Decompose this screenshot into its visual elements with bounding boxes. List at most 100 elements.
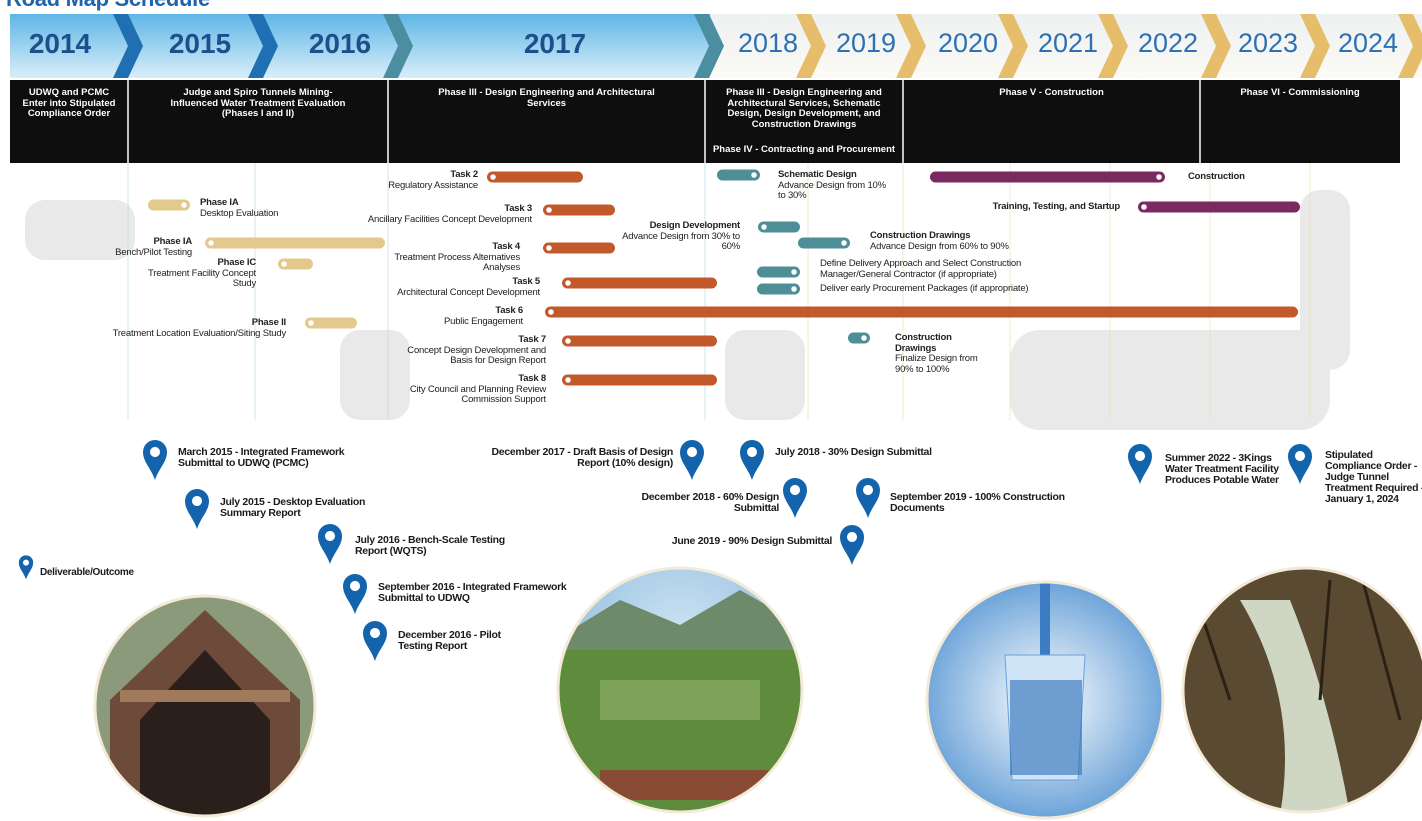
roadmap: Road Map Schedule 2014201520162017201820… [0, 0, 1422, 821]
task-bar [930, 172, 1165, 183]
deliverable-label: September 2019 - 100% Construction Docum… [890, 492, 1110, 514]
task-description: Treatment Location Evaluation/Siting Stu… [113, 328, 286, 339]
task-label: Schematic DesignAdvance Design from 10% … [778, 170, 888, 202]
task-knob [565, 280, 572, 287]
task-knob [565, 338, 572, 345]
task-description: Concept Design Development and Basis for… [407, 345, 546, 367]
phase-header: Phase III - Design Engineering and Archi… [428, 88, 665, 109]
deliverable-label: July 2016 - Bench-Scale Testing Report (… [355, 535, 535, 557]
task-description: Treatment Facility Concept Study [148, 268, 256, 290]
deliverable-label: March 2015 - Integrated Framework Submit… [178, 447, 388, 469]
task-bar [562, 336, 717, 347]
task-knob [181, 202, 188, 209]
deliverable-pin [185, 489, 209, 529]
task-description: Define Delivery Approach and Select Cons… [820, 258, 1021, 280]
task-description: Advance Design from 10% to 30% [778, 180, 886, 202]
deliverable-pin [343, 574, 367, 614]
year-label: 2015 [150, 28, 250, 60]
phase-header: Judge and Spiro Tunnels Mining-Influence… [168, 88, 348, 120]
year-label: 2017 [505, 28, 605, 60]
deliverable-label: September 2016 - Integrated Framework Su… [378, 582, 568, 604]
task-bar [543, 205, 615, 216]
year-label: 2019 [816, 28, 916, 59]
deliverable-pin [318, 524, 342, 564]
deliverable-label: December 2018 - 60% Design Submittal [609, 492, 779, 514]
task-knob [546, 245, 553, 252]
deliverable-pin [1128, 444, 1152, 484]
task-knob [565, 377, 572, 384]
deliverable-pin [143, 440, 167, 480]
deliverable-pin [1288, 444, 1312, 484]
task-description: Advance Design from 60% to 90% [870, 241, 1009, 252]
task-bar [562, 375, 717, 386]
task-description: Deliver early Procurement Packages (if a… [820, 283, 1028, 294]
task-name: Construction Drawings [895, 333, 995, 354]
year-label: 2021 [1018, 28, 1118, 59]
task-knob [1156, 174, 1163, 181]
task-knob [490, 174, 497, 181]
legend-label: Deliverable/Outcome [40, 567, 134, 578]
task-label: Construction [1188, 172, 1308, 183]
deliverable-pin [680, 440, 704, 480]
task-knob [281, 261, 288, 268]
year-label: 2014 [10, 28, 110, 60]
task-knob [761, 224, 768, 231]
task-bar [487, 172, 583, 183]
deliverable-label: June 2019 - 90% Design Submittal [632, 536, 832, 547]
deliverable-label: Summer 2022 - 3Kings Water Treatment Fac… [1165, 453, 1285, 486]
deliverable-label: December 2017 - Draft Basis of Design Re… [483, 447, 673, 469]
deliverable-pin [19, 555, 33, 579]
task-description: Regulatory Assistance [388, 180, 478, 191]
phase-subheader: Phase IV - Contracting and Procurement [707, 145, 901, 156]
task-knob [791, 269, 798, 276]
task-knob [308, 320, 315, 327]
deliverable-pin [856, 478, 880, 518]
task-bar [562, 278, 717, 289]
task-knob [861, 335, 868, 342]
task-name: Training, Testing, and Startup [950, 202, 1120, 213]
task-bar [205, 238, 385, 249]
task-label: Training, Testing, and Startup [950, 202, 1120, 213]
task-knob [841, 240, 848, 247]
task-knob [548, 309, 555, 316]
task-description: Ancillary Facilities Concept Development [368, 214, 532, 225]
task-label: Deliver early Procurement Packages (if a… [820, 284, 1080, 295]
task-label: Define Delivery Approach and Select Cons… [820, 259, 1080, 280]
year-label: 2022 [1118, 28, 1218, 59]
task-label: Construction DrawingsAdvance Design from… [870, 231, 1040, 252]
deliverable-pin [363, 621, 387, 661]
task-description: Treatment Process Alternatives Analyses [394, 252, 520, 274]
task-description: Advance Design from 30% to 60% [622, 231, 740, 253]
task-name: Construction [1188, 172, 1308, 183]
task-description: Bench/Pilot Testing [115, 247, 192, 258]
year-label: 2016 [290, 28, 390, 60]
task-knob [546, 207, 553, 214]
task-bar [543, 243, 615, 254]
deliverable-pin [840, 525, 864, 565]
task-knob [751, 172, 758, 179]
background-graphics [0, 0, 1422, 821]
task-knob [208, 240, 215, 247]
task-description: Finalize Design from 90% to 100% [895, 353, 978, 375]
task-label: Task 7Concept Design Development and Bas… [386, 335, 546, 367]
task-label: Task 6Public Engagement [373, 306, 523, 327]
task-description: Public Engagement [444, 316, 523, 327]
year-label: 2018 [718, 28, 818, 59]
task-knob [1141, 204, 1148, 211]
title: Road Map Schedule [6, 0, 210, 11]
deliverable-label: Stipulated Compliance Order - Judge Tunn… [1325, 450, 1422, 505]
deliverable-pin [783, 478, 807, 518]
task-label: Phase IITreatment Location Evaluation/Si… [66, 318, 286, 339]
task-label: Task 3Ancillary Facilities Concept Devel… [312, 204, 532, 225]
phase-header: Phase III - Design Engineering and Archi… [715, 88, 893, 130]
year-label: 2020 [918, 28, 1018, 59]
deliverable-label: July 2018 - 30% Design Submittal [775, 447, 975, 458]
deliverable-pin [740, 440, 764, 480]
task-description: Desktop Evaluation [200, 208, 278, 219]
task-bar [545, 307, 1298, 318]
task-bar [1138, 202, 1300, 213]
